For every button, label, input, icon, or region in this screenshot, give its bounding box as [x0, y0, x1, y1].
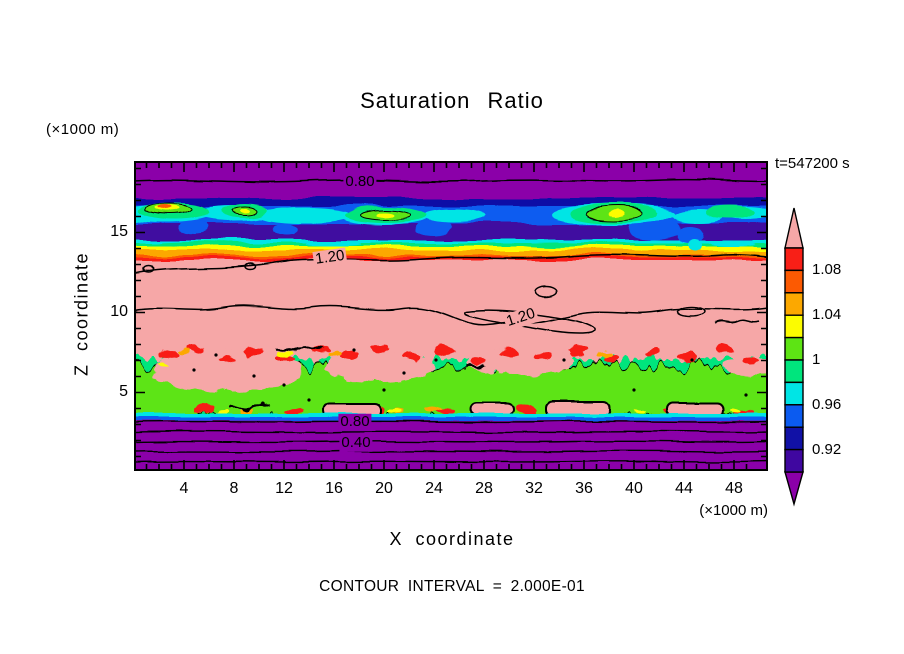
contour-interval-note: CONTOUR INTERVAL = 2.000E-01 — [319, 578, 585, 595]
x-tick-label: 48 — [725, 480, 743, 497]
colorbar — [784, 207, 804, 507]
colorbar-tick-label: 1.04 — [812, 306, 842, 324]
lower-transition-and-purple — [134, 413, 768, 471]
x-tick-label: 36 — [575, 480, 593, 497]
colorbar-segment — [784, 269, 804, 294]
colorbar-tick-label: 0.92 — [812, 440, 842, 458]
contour-plot — [134, 161, 768, 471]
colorbar-tick-label: 1 — [812, 351, 821, 368]
colorbar-arrow-top — [784, 207, 804, 249]
colorbar-segment — [784, 292, 804, 316]
x-axis-ticks — [145, 163, 748, 469]
y-axis-units: (×1000 m) — [46, 121, 120, 138]
x-tick-label: 28 — [475, 480, 493, 497]
colorbar-segment — [784, 404, 804, 428]
contour-label: 0.40 — [339, 433, 373, 452]
x-tick-label: 12 — [275, 480, 293, 497]
x-tick-label: 32 — [525, 480, 543, 497]
x-tick-label: 40 — [625, 480, 643, 497]
y-tick-label: 15 — [110, 222, 128, 240]
colorbar-arrow-bottom — [784, 471, 804, 507]
convective-black-marks — [192, 345, 748, 409]
x-tick-label: 44 — [675, 480, 693, 497]
x-tick-label: 4 — [179, 480, 189, 497]
x-tick-label: 8 — [229, 480, 239, 497]
time-annotation: t=547200 s — [775, 155, 850, 172]
x-axis-title: X coordinate — [389, 529, 515, 549]
colorbar-tick-label: 1.08 — [812, 261, 842, 279]
figure-title: Saturation Ratio — [360, 88, 544, 113]
colorbar-segment — [784, 426, 804, 451]
colorbar-segment — [784, 247, 804, 272]
upper-band-patches — [134, 202, 768, 251]
y-tick-label: 10 — [110, 302, 128, 320]
plot-frame — [134, 161, 768, 471]
x-tick-label: 20 — [375, 480, 393, 497]
colorbar-tick-label: 0.96 — [812, 395, 842, 413]
colorbar-segment — [784, 359, 804, 384]
x-axis-units: (×1000 m) — [699, 502, 768, 519]
x-tick-label: 16 — [325, 480, 343, 497]
contour-label: 0.80 — [343, 172, 377, 191]
colorbar-segment — [784, 448, 804, 473]
colorbar-segment — [784, 381, 804, 406]
colorbar-segment — [784, 336, 804, 361]
colorbar-segment — [784, 314, 804, 339]
y-axis-ticks — [136, 167, 766, 458]
x-tick-label: 24 — [425, 480, 443, 497]
contour-label: 0.80 — [338, 412, 372, 431]
y-tick-label: 5 — [119, 382, 128, 400]
